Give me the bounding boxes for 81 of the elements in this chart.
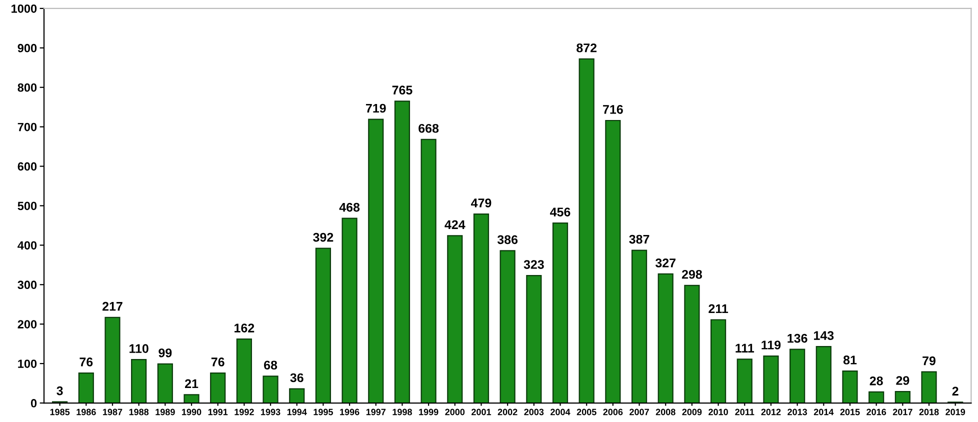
x-tick-label: 2004 <box>550 408 570 416</box>
y-tick-label: 500 <box>18 202 37 210</box>
data-label: 76 <box>80 358 93 366</box>
x-tick-label: 2018 <box>919 408 939 416</box>
x-tick-label: 1989 <box>156 408 175 416</box>
x-tick-label: 2015 <box>840 408 860 416</box>
data-label: 162 <box>234 324 254 332</box>
y-tick-label: 300 <box>18 280 37 290</box>
data-label: 211 <box>708 304 728 313</box>
x-tick-label: 2010 <box>708 408 728 416</box>
x-tick-label: 2002 <box>498 408 518 416</box>
x-tick-label: 1995 <box>314 408 333 416</box>
data-label: 29 <box>896 376 910 385</box>
data-label: 323 <box>524 260 544 269</box>
x-tick-label: 1997 <box>366 408 386 416</box>
data-label: 143 <box>814 331 834 340</box>
x-tick-label: 1985 <box>50 408 70 416</box>
data-label: 387 <box>629 234 650 244</box>
y-tick-label: 600 <box>18 162 37 171</box>
data-label: 110 <box>130 344 148 353</box>
data-label: 327 <box>655 258 676 268</box>
data-label: 386 <box>497 235 518 244</box>
data-label: 99 <box>158 348 172 358</box>
x-tick-label: 2001 <box>472 408 492 416</box>
data-label: 456 <box>550 208 570 216</box>
y-tick-label: 400 <box>18 241 37 250</box>
x-tick-label: 1999 <box>419 408 438 416</box>
data-label: 111 <box>736 344 754 352</box>
y-tick-label: 1000 <box>12 4 37 13</box>
data-label: 136 <box>788 334 808 343</box>
data-label: 719 <box>366 104 386 113</box>
x-tick-label: 1990 <box>182 408 202 416</box>
y-tick-label: 800 <box>18 83 37 92</box>
data-label: 76 <box>211 358 224 366</box>
data-label: 2 <box>952 386 958 396</box>
x-tick-label: 2014 <box>814 408 834 416</box>
x-tick-label: 2008 <box>656 408 676 416</box>
data-label: 468 <box>339 202 360 212</box>
x-tick-label: 1993 <box>261 408 280 416</box>
x-tick-label: 2006 <box>603 408 623 416</box>
x-tick-label: 2005 <box>576 408 596 416</box>
x-tick-label: 2000 <box>445 408 465 416</box>
x-tick-label: 1998 <box>392 408 412 416</box>
data-label: 68 <box>264 360 278 370</box>
data-label: 28 <box>870 376 883 386</box>
data-label: 424 <box>444 220 466 229</box>
x-tick-label: 1986 <box>76 408 96 416</box>
data-label: 36 <box>290 373 304 382</box>
data-label: 716 <box>603 105 623 114</box>
data-label: 765 <box>392 86 412 95</box>
data-label: 3 <box>56 386 63 396</box>
data-label: 79 <box>922 356 936 366</box>
data-label: 119 <box>762 340 781 350</box>
data-label: 217 <box>102 302 122 311</box>
x-tick-label: 2013 <box>788 408 808 416</box>
data-label: 392 <box>313 232 334 242</box>
x-tick-label: 1988 <box>129 408 149 416</box>
y-tick-label: 900 <box>18 44 37 52</box>
x-tick-label: 1996 <box>340 408 360 416</box>
x-tick-label: 2009 <box>682 408 702 416</box>
x-tick-label: 1992 <box>234 408 254 416</box>
data-label: 21 <box>184 379 198 388</box>
y-tick-label: 100 <box>18 360 37 368</box>
x-tick-label: 2007 <box>630 408 649 416</box>
x-tick-label: 2012 <box>761 408 781 416</box>
x-tick-label: 2011 <box>735 408 754 416</box>
data-label: 668 <box>418 124 439 133</box>
data-label: 81 <box>843 356 857 364</box>
data-label: 872 <box>576 43 597 52</box>
x-tick-label: 2016 <box>866 408 886 416</box>
y-tick-label: 0 <box>30 399 37 408</box>
data-label: 479 <box>471 198 492 208</box>
data-label: 298 <box>682 270 702 279</box>
y-tick-label: 700 <box>18 122 37 132</box>
y-tick-label: 200 <box>18 320 37 328</box>
x-tick-label: 1994 <box>287 408 307 416</box>
x-tick-label: 2017 <box>892 408 912 416</box>
x-tick-label: 1991 <box>208 408 228 416</box>
x-tick-label: 1987 <box>103 408 122 416</box>
x-tick-label: 2019 <box>946 408 966 416</box>
x-tick-label: 2003 <box>524 408 544 416</box>
